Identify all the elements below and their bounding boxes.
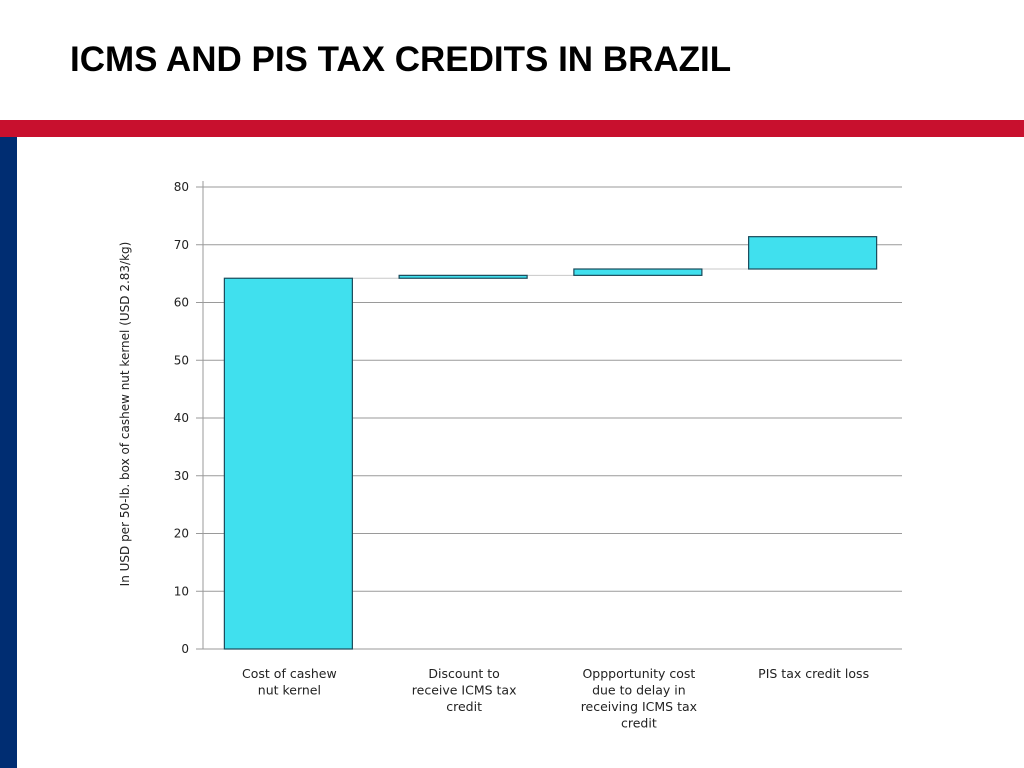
bars bbox=[223, 236, 878, 650]
bar bbox=[398, 274, 528, 279]
y-tick-label: 60 bbox=[174, 296, 189, 310]
bar bbox=[573, 268, 703, 276]
category-label: Discount to receive ICMS tax credit bbox=[412, 666, 517, 714]
y-tick-label: 10 bbox=[174, 584, 189, 598]
category-label: Oppportunity cost due to delay in receivin… bbox=[581, 666, 697, 731]
category-label: PIS tax credit loss bbox=[758, 666, 869, 681]
y-tick-label: 40 bbox=[174, 411, 189, 425]
category-label: Cost of cashew nut kernel bbox=[242, 666, 337, 698]
y-tick-label: 50 bbox=[174, 353, 189, 367]
category-labels: Cost of cashew nut kernel Discount to recei… bbox=[242, 666, 869, 731]
y-tick-label: 80 bbox=[174, 180, 189, 194]
y-tick-labels: 0 10 20 30 40 50 60 70 80 bbox=[174, 180, 189, 656]
bar bbox=[748, 236, 878, 270]
y-tick-label: 30 bbox=[174, 469, 189, 483]
slide-title: ICMS AND PIS TAX CREDITS IN BRAZIL bbox=[70, 40, 732, 79]
connector-lines bbox=[352, 268, 749, 279]
y-tick-label: 0 bbox=[181, 642, 189, 656]
bar bbox=[223, 277, 353, 650]
y-tick-label: 70 bbox=[174, 238, 189, 252]
y-axis-label: In USD per 50-lb. box of cashew nut kern… bbox=[118, 242, 132, 587]
title-accent-band bbox=[0, 120, 1024, 137]
y-tick-label: 20 bbox=[174, 527, 189, 541]
side-accent-band bbox=[0, 137, 17, 768]
